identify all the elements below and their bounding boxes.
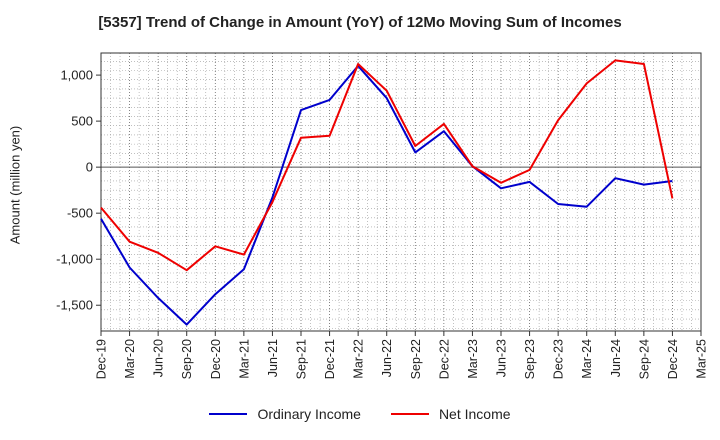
x-tick-label: Jun-20 — [152, 339, 166, 377]
chart-title: [5357] Trend of Change in Amount (YoY) o… — [98, 14, 622, 31]
legend-item-net-income: Net Income — [390, 406, 511, 422]
x-tick-label: Dec-22 — [437, 339, 451, 379]
y-tick-label: -1,500 — [56, 298, 93, 313]
x-tick-label: Mar-22 — [352, 339, 366, 379]
legend-label-ordinary-income: Ordinary Income — [257, 406, 361, 422]
x-tick-label: Jun-21 — [266, 339, 280, 377]
x-tick-label: Dec-21 — [323, 339, 337, 379]
y-tick-label: 1,000 — [60, 68, 93, 83]
x-tick-label: Jun-24 — [609, 339, 623, 377]
x-tick-label: Dec-20 — [209, 339, 223, 379]
legend-label-net-income: Net Income — [438, 406, 511, 422]
x-tick-label: Jun-22 — [380, 339, 394, 377]
x-tick-label: Dec-24 — [666, 339, 680, 379]
y-tick-label: 500 — [71, 114, 93, 129]
x-tick-label: Mar-23 — [466, 339, 480, 379]
x-tick-label: Sep-21 — [295, 339, 309, 379]
series-line-net-income — [100, 59, 674, 272]
plot-area — [101, 53, 701, 331]
x-tick-label: Sep-20 — [180, 339, 194, 379]
legend-item-ordinary-income: Ordinary Income — [209, 406, 361, 422]
legend: Ordinary Income Net Income — [0, 406, 720, 422]
x-tick-label: Dec-19 — [95, 339, 109, 379]
series-line-ordinary-income — [100, 64, 673, 326]
legend-swatch-net-income — [390, 413, 429, 415]
x-tick-label: Mar-20 — [123, 339, 137, 379]
x-tick-label: Mar-21 — [237, 339, 251, 379]
x-tick-label: Jun-23 — [495, 339, 509, 377]
x-tick-label: Dec-23 — [552, 339, 566, 379]
x-tick-label: Sep-23 — [523, 339, 537, 379]
y-tick-label: -500 — [67, 206, 93, 221]
plot-frame — [100, 52, 702, 332]
legend-swatch-ordinary-income — [209, 413, 248, 415]
x-tick-label: Sep-22 — [409, 339, 423, 379]
x-tick-label: Mar-25 — [695, 339, 709, 379]
y-tick-label: 0 — [86, 160, 93, 175]
y-tick-label: -1,000 — [56, 252, 93, 267]
x-tick-label: Sep-24 — [637, 339, 651, 379]
x-tick-label: Mar-24 — [580, 339, 594, 379]
